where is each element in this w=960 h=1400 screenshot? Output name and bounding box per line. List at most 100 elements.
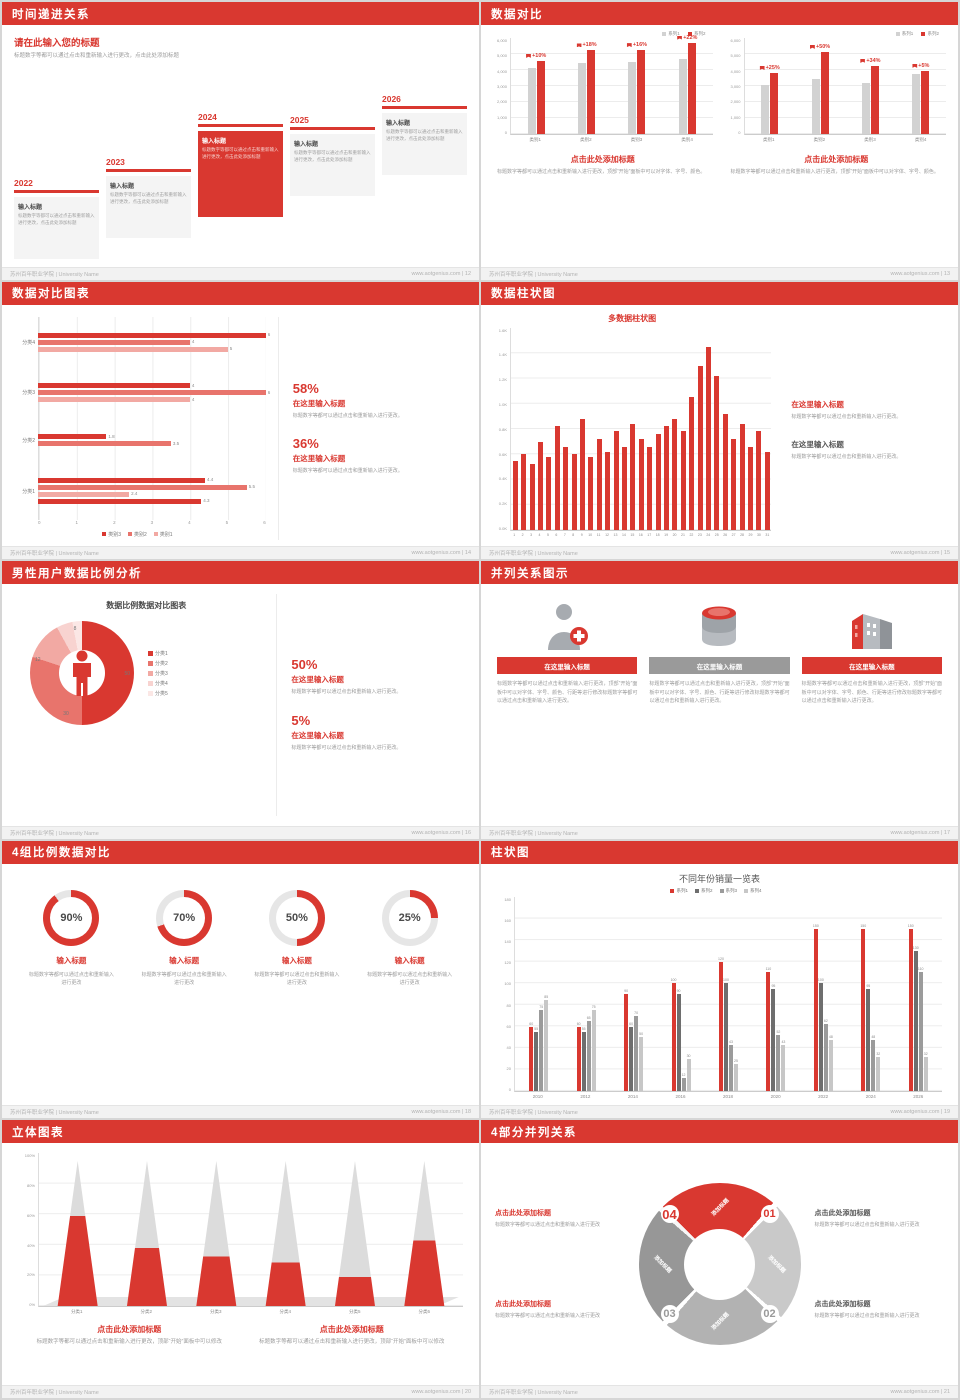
bar <box>706 346 712 531</box>
y-tick-label: 0.6K <box>498 451 507 457</box>
category-label: 分类4 <box>279 1309 291 1314</box>
progress-ring: 70% <box>156 889 213 946</box>
bars: 4.4 5.5 2.4 4.3 <box>38 478 266 505</box>
stat-title: 在这里输入标题 <box>791 440 844 450</box>
x-tick-label: 0 <box>38 520 41 526</box>
percent-callout: +5% <box>912 63 929 69</box>
x-tick-label: 7 <box>563 533 566 538</box>
block-title: 点击此处添加标题 <box>495 1300 551 1308</box>
legend-label: 系列2 <box>700 887 713 893</box>
bar-line: 5 <box>38 346 266 352</box>
slide-header-title: 男性用户数据比例分析 <box>12 567 142 580</box>
x-tick-label: 18 <box>655 533 660 538</box>
y-tick-label: 1.2K <box>498 377 507 383</box>
progress-ring: 50% <box>268 889 325 946</box>
ring-center: 90% <box>50 896 93 939</box>
bar-group <box>570 328 578 531</box>
legend-label: 系列2 <box>693 31 706 36</box>
x-tick-label: 2024 <box>865 1094 876 1100</box>
slide-21-four-part-relationship[interactable]: 4部分并列关系 点击此处添加标题 标题数字等都可以通过点击和重新输入进行更改 点… <box>481 1120 958 1398</box>
stat-percent: 36% <box>292 436 319 452</box>
slice-value-label: 12 <box>35 656 41 663</box>
slide-20-3d-chart[interactable]: 立体图表 100% 80% 60% 40% 20% 0% 分类1 分类2 分类3 分类4 分类5 分… <box>2 1120 479 1398</box>
footer-site-page: www.aotgenius.com | 16 <box>411 829 471 836</box>
bar <box>571 454 577 531</box>
timeline-year: 2026 <box>382 93 401 104</box>
x-tick-label: 类别2 <box>580 137 592 142</box>
title-button: 在这里输入标题 <box>801 657 942 675</box>
timeline-item: 2023 输入标题 标题数字等都可以通过点击和重新输入进行更改，点击此处添加标题 <box>106 157 191 238</box>
parallel-item: 在这里输入标题 标题数字等都可以通过点击和重新输入进行更改，顶部“开始”面板中可… <box>801 600 942 818</box>
slide-16-male-ratio-analysis[interactable]: 男性用户数据比例分析 数据比例数据对比图表 50 30 12 8 分类 <box>2 561 479 839</box>
slide-body: 系列1 系列2 6,000 5,000 4,000 3,000 2,000 1,000 0 +… <box>481 25 958 267</box>
item-desc: 标题数字等都可以通过点击和重新输入进行更改 <box>254 971 340 987</box>
caption-block: 点击此处添加标题 标题数字等都可以通过点击和重新输入进行更改 <box>495 1208 625 1230</box>
column-chart: 6,000 5,000 4,000 3,000 2,000 1,000 0 +25% +50% +… <box>727 38 946 144</box>
x-tick-label: 类别3 <box>864 137 876 142</box>
bar: 90 <box>624 990 629 1092</box>
timeline-box-desc: 标题数字等都可以通过点击和重新输入进行更改，点击此处添加标题 <box>294 149 371 162</box>
bar-group: 分类3 4 6 4 <box>22 383 270 403</box>
bar-value-label: 150 <box>907 924 914 929</box>
percent-callout: +16% <box>626 42 648 49</box>
legend-chip <box>687 32 692 36</box>
footer-site-page: www.aotgenius.com | 18 <box>411 1109 471 1116</box>
bar-value-label: 50 <box>639 1032 644 1037</box>
bar <box>697 365 703 531</box>
timeline-year-underline <box>290 126 375 130</box>
title-button: 在这里输入标题 <box>497 657 638 675</box>
slide-18-four-ratio-comparison[interactable]: 4组比例数据对比 90% 输入标题 标题数字等都可以通过点击和重新输入进行更改 70%… <box>2 840 479 1119</box>
y-tick-label: 1.6K <box>498 327 507 333</box>
bar <box>578 63 587 134</box>
bar <box>38 390 266 396</box>
footer-site-page: www.aotgenius.com | 20 <box>411 1389 471 1395</box>
slide-footer: 苏州百年职业学院 | University Name www.aotgenius… <box>481 1105 958 1119</box>
percent-callout: +25% <box>759 65 780 71</box>
bar: 32 <box>923 1052 928 1092</box>
stat-desc: 标题数字等都可以通过点击和重新输入进行更改。 <box>292 468 403 475</box>
bars: 6 4 5 <box>38 332 270 352</box>
slide-14-comparison-chart[interactable]: 数据对比图表 分类4 6 4 5 分类3 4 6 4 分类2 1.8 3.5 分类1 4.4 5.5 2.4… <box>2 281 479 560</box>
slide-17-parallel-relationship[interactable]: 并列关系图示 在这里输入标题 标题数字等都可以通过点击和重新输入进行更改，顶部“… <box>481 561 958 839</box>
slide-19-bar-chart[interactable]: 柱状图 不同年份销量一览表 系列1 系列2 系列3 系列4 180 160 140 120 1… <box>481 840 958 1119</box>
timeline-box-desc: 标题数字等都可以通过点击和重新输入进行更改，点击此处添加标题 <box>386 128 463 141</box>
footer-site-page: www.aotgenius.com | 19 <box>890 1109 950 1116</box>
icon-box <box>545 600 589 652</box>
y-tick-label: 6,000 <box>730 38 741 43</box>
bar-group <box>595 328 603 531</box>
timeline-box-title: 输入标题 <box>294 141 319 148</box>
bar <box>38 383 190 389</box>
y-tick-label: 60% <box>26 1212 35 1218</box>
slide-12-time-progression[interactable]: 时间递进关系 请在此输入您的标题 标题数字等都可以通过点击和重新输入进行更改，点… <box>2 2 479 280</box>
legend-chip <box>102 532 107 537</box>
bar-group <box>746 328 754 531</box>
ring-center: 50% <box>275 896 318 939</box>
bar <box>605 451 611 531</box>
x-axis: 分类1 分类2 分类3 分类4 分类5 分类6 <box>38 1307 463 1317</box>
flag-icon <box>526 53 532 58</box>
flag-icon <box>759 66 765 71</box>
x-tick-label: 22 <box>689 533 694 538</box>
block-desc: 标题数字等都可以通过点击和重新输入进行更改，顶部“开始”面板中可以对字体、字号、… <box>497 169 706 175</box>
percent-label: +16% <box>632 42 648 49</box>
slide-body: 请在此输入您的标题 标题数字等都可以通过点击和重新输入进行更改，点击此处添加标题… <box>2 25 479 267</box>
block-title: 点击此处添加标题 <box>814 1210 871 1218</box>
x-tick-label: 27 <box>731 533 736 538</box>
bar <box>714 375 720 531</box>
slide-footer: 苏州百年职业学院 | University Name www.aotgenius… <box>481 266 958 280</box>
category-label: 分类6 <box>418 1309 430 1314</box>
medical-person-icon <box>548 604 589 651</box>
stat-title: 在这里输入标题 <box>291 675 344 685</box>
comparison-panel-right: 系列1 系列2 6,000 5,000 4,000 3,000 2,000 1,000 0 +… <box>727 31 946 263</box>
slide-13-data-comparison[interactable]: 数据对比 系列1 系列2 6,000 5,000 4,000 3,000 2,000 1,… <box>481 2 958 280</box>
donut-center <box>59 650 105 697</box>
timeline-item: 2024 输入标题 标题数字等都可以通过点击和重新输入进行更改，点击此处添加标题 <box>198 112 283 217</box>
bar-group <box>553 328 561 531</box>
stat-percent: 58% <box>292 380 319 396</box>
timeline-year-underline <box>106 168 191 172</box>
bar-value-label: 32 <box>876 1051 881 1056</box>
timeline-year-underline <box>382 105 467 109</box>
slide-15-column-chart[interactable]: 数据柱状图 多数据柱状图 1.6K 1.4K 1.2K 1.0K 0.8K 0.6K 0.4… <box>481 281 958 560</box>
bar <box>647 446 653 531</box>
percent-label: +10% <box>532 52 547 59</box>
